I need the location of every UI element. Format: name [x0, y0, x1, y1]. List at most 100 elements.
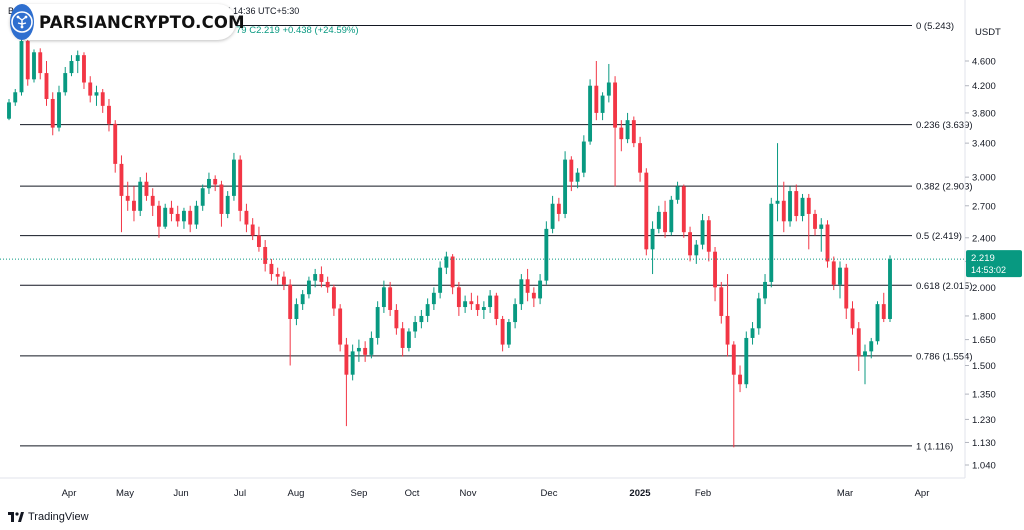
- candle-body: [463, 301, 468, 308]
- candle-body: [375, 307, 380, 338]
- candle-body: [207, 178, 211, 189]
- y-tick-label: 2.700: [972, 201, 996, 212]
- candle-body: [331, 287, 336, 309]
- candle-body: [606, 82, 611, 96]
- y-tick-label: 3.000: [972, 173, 996, 184]
- ohlc-readout: 79 C2.219 +0.438 (+24.59%): [236, 25, 359, 36]
- x-tick-label: 2025: [629, 488, 651, 499]
- candle-body: [806, 197, 811, 214]
- candle-body: [256, 235, 261, 247]
- candle-body: [69, 61, 74, 74]
- candle-body: [107, 105, 111, 124]
- candle-body: [663, 211, 668, 233]
- last-price-tag: [966, 250, 1022, 278]
- candle-body: [706, 220, 711, 252]
- brain-logo-icon: [10, 4, 34, 40]
- candle-body: [157, 205, 161, 227]
- candle-body: [844, 267, 849, 309]
- candle-body: [350, 351, 355, 375]
- candle-body: [13, 92, 18, 103]
- fib-label: 0.236 (3.639): [916, 120, 973, 131]
- candle-body: [700, 220, 705, 245]
- y-tick-label: 3.400: [972, 139, 996, 150]
- candle-body: [444, 256, 449, 268]
- candle-body: [781, 200, 786, 222]
- candle-body: [238, 159, 243, 211]
- candle-body: [300, 294, 305, 305]
- currency-unit[interactable]: USDT: [975, 27, 1001, 38]
- candle-body: [625, 120, 630, 140]
- candle-body: [813, 213, 817, 229]
- candle-body: [438, 267, 443, 293]
- candle-body: [288, 284, 293, 319]
- axes: 1.040 1.130 1.230 1.350 1.500 1.650 1.800 2.000…: [0, 0, 1022, 499]
- candle-body: [475, 304, 480, 310]
- candle-body: [425, 304, 430, 316]
- candle-body: [269, 263, 274, 275]
- fib-label: 0.5 (2.419): [916, 231, 962, 242]
- candle-body: [306, 280, 311, 295]
- candle-body: [838, 267, 842, 285]
- candle-body: [594, 85, 599, 113]
- candle-body: [344, 344, 349, 375]
- candle-body: [213, 178, 218, 185]
- last-price-value: 2.219: [971, 253, 995, 264]
- candle-body: [188, 210, 193, 225]
- fib-label: 0.618 (2.015): [916, 281, 973, 292]
- y-tick-label: 1.130: [972, 438, 996, 449]
- candle-body: [113, 123, 118, 164]
- x-tick-label: Aug: [288, 488, 305, 499]
- candle-body: [719, 287, 724, 316]
- candle-body: [519, 279, 524, 305]
- candle-body: [713, 251, 717, 288]
- candle-body: [681, 186, 686, 233]
- watermark-badge: PARSIANCRYPTO.COM: [10, 4, 245, 40]
- candle-body: [138, 181, 143, 211]
- candle-body: [856, 328, 861, 357]
- candle-body: [163, 207, 168, 227]
- candle-body: [569, 159, 574, 182]
- candle-body: [294, 304, 299, 319]
- candle-body: [219, 184, 224, 214]
- candle-body: [175, 213, 180, 222]
- fib-label: 0 (5.243): [916, 21, 954, 32]
- candle-body: [419, 315, 424, 323]
- candle-body: [363, 347, 368, 355]
- candle-body: [369, 337, 374, 355]
- y-tick-label: 4.600: [972, 57, 996, 68]
- last-price-countdown: 14:53:02: [971, 265, 1006, 275]
- fib-label: 1 (1.116): [916, 441, 953, 452]
- candle-body: [200, 188, 205, 206]
- tradingview-branding[interactable]: TradingView: [8, 511, 89, 523]
- candle-body: [656, 211, 661, 229]
- y-tick-label: 4.200: [972, 81, 996, 92]
- candle-body: [169, 207, 174, 214]
- candle-body: [850, 308, 855, 329]
- candle-body: [731, 344, 736, 375]
- candle-body: [38, 52, 43, 74]
- candle-body: [263, 246, 268, 264]
- candle-body: [819, 224, 824, 229]
- fib-levels: 0 (5.243) 0.236 (3.639) 0.382 (2.903) 0.5 (…: [20, 21, 973, 452]
- candle-body: [869, 341, 874, 352]
- candle-body: [275, 274, 280, 277]
- candle-body: [469, 301, 474, 305]
- candle-body: [406, 331, 411, 348]
- fib-label: 0.382 (2.903): [916, 182, 973, 193]
- candle-body: [500, 318, 505, 345]
- x-tick-label: Jul: [234, 488, 246, 499]
- candle-body: [738, 374, 742, 385]
- candle-body: [325, 281, 330, 288]
- candle-body: [32, 52, 36, 80]
- candle-body: [400, 328, 405, 348]
- watermark-text: PARSIANCRYPTO.COM: [39, 12, 245, 32]
- candle-body: [875, 304, 880, 342]
- candle-body: [575, 172, 580, 182]
- candle-body: [50, 98, 55, 128]
- candle-body: [450, 256, 455, 288]
- candle-body: [588, 85, 593, 142]
- candle-body: [694, 244, 699, 256]
- candle-body: [356, 347, 361, 352]
- candle-body: [82, 55, 86, 83]
